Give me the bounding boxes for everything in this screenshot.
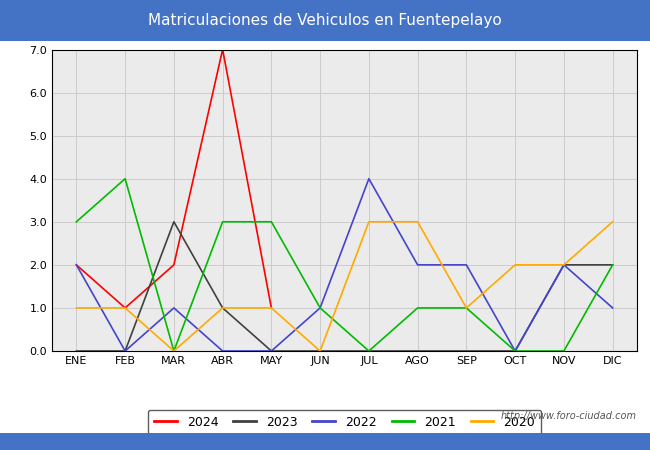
2021 [560, 348, 568, 354]
2023 [170, 219, 178, 225]
2020 [72, 305, 81, 310]
2021 [268, 219, 276, 225]
2022 [365, 176, 373, 181]
2020 [268, 305, 276, 310]
2021 [121, 176, 129, 181]
Line: 2020: 2020 [77, 222, 612, 351]
2020 [608, 219, 616, 225]
2023 [121, 348, 129, 354]
2020 [511, 262, 519, 268]
2021 [511, 348, 519, 354]
2020 [218, 305, 227, 310]
2023 [463, 348, 471, 354]
2021 [72, 219, 81, 225]
2022 [560, 262, 568, 268]
2022 [218, 348, 227, 354]
2024 [268, 305, 276, 310]
2021 [218, 219, 227, 225]
Line: 2022: 2022 [77, 179, 612, 351]
2023 [413, 348, 421, 354]
2023 [365, 348, 373, 354]
2022 [268, 348, 276, 354]
Text: Matriculaciones de Vehiculos en Fuentepelayo: Matriculaciones de Vehiculos en Fuentepe… [148, 13, 502, 28]
2024 [218, 47, 227, 52]
2020 [170, 348, 178, 354]
2020 [560, 262, 568, 268]
2024 [121, 305, 129, 310]
2023 [511, 348, 519, 354]
2020 [121, 305, 129, 310]
2023 [218, 305, 227, 310]
2021 [608, 262, 616, 268]
2020 [316, 348, 324, 354]
2022 [316, 305, 324, 310]
2024 [72, 262, 81, 268]
Legend: 2024, 2023, 2022, 2021, 2020: 2024, 2023, 2022, 2021, 2020 [148, 410, 541, 435]
2023 [268, 348, 276, 354]
Text: http://www.foro-ciudad.com: http://www.foro-ciudad.com [501, 411, 637, 421]
2020 [463, 305, 471, 310]
2020 [365, 219, 373, 225]
2023 [608, 262, 616, 268]
2022 [413, 262, 421, 268]
2024 [170, 262, 178, 268]
2021 [365, 348, 373, 354]
2022 [170, 305, 178, 310]
2023 [316, 348, 324, 354]
2022 [511, 348, 519, 354]
2020 [413, 219, 421, 225]
2021 [316, 305, 324, 310]
Line: 2024: 2024 [77, 50, 272, 308]
Line: 2021: 2021 [77, 179, 612, 351]
2022 [463, 262, 471, 268]
Line: 2023: 2023 [77, 222, 612, 351]
2023 [560, 262, 568, 268]
2022 [608, 305, 616, 310]
2023 [72, 348, 81, 354]
2022 [72, 262, 81, 268]
2022 [121, 348, 129, 354]
2021 [170, 348, 178, 354]
2021 [463, 305, 471, 310]
2021 [413, 305, 421, 310]
